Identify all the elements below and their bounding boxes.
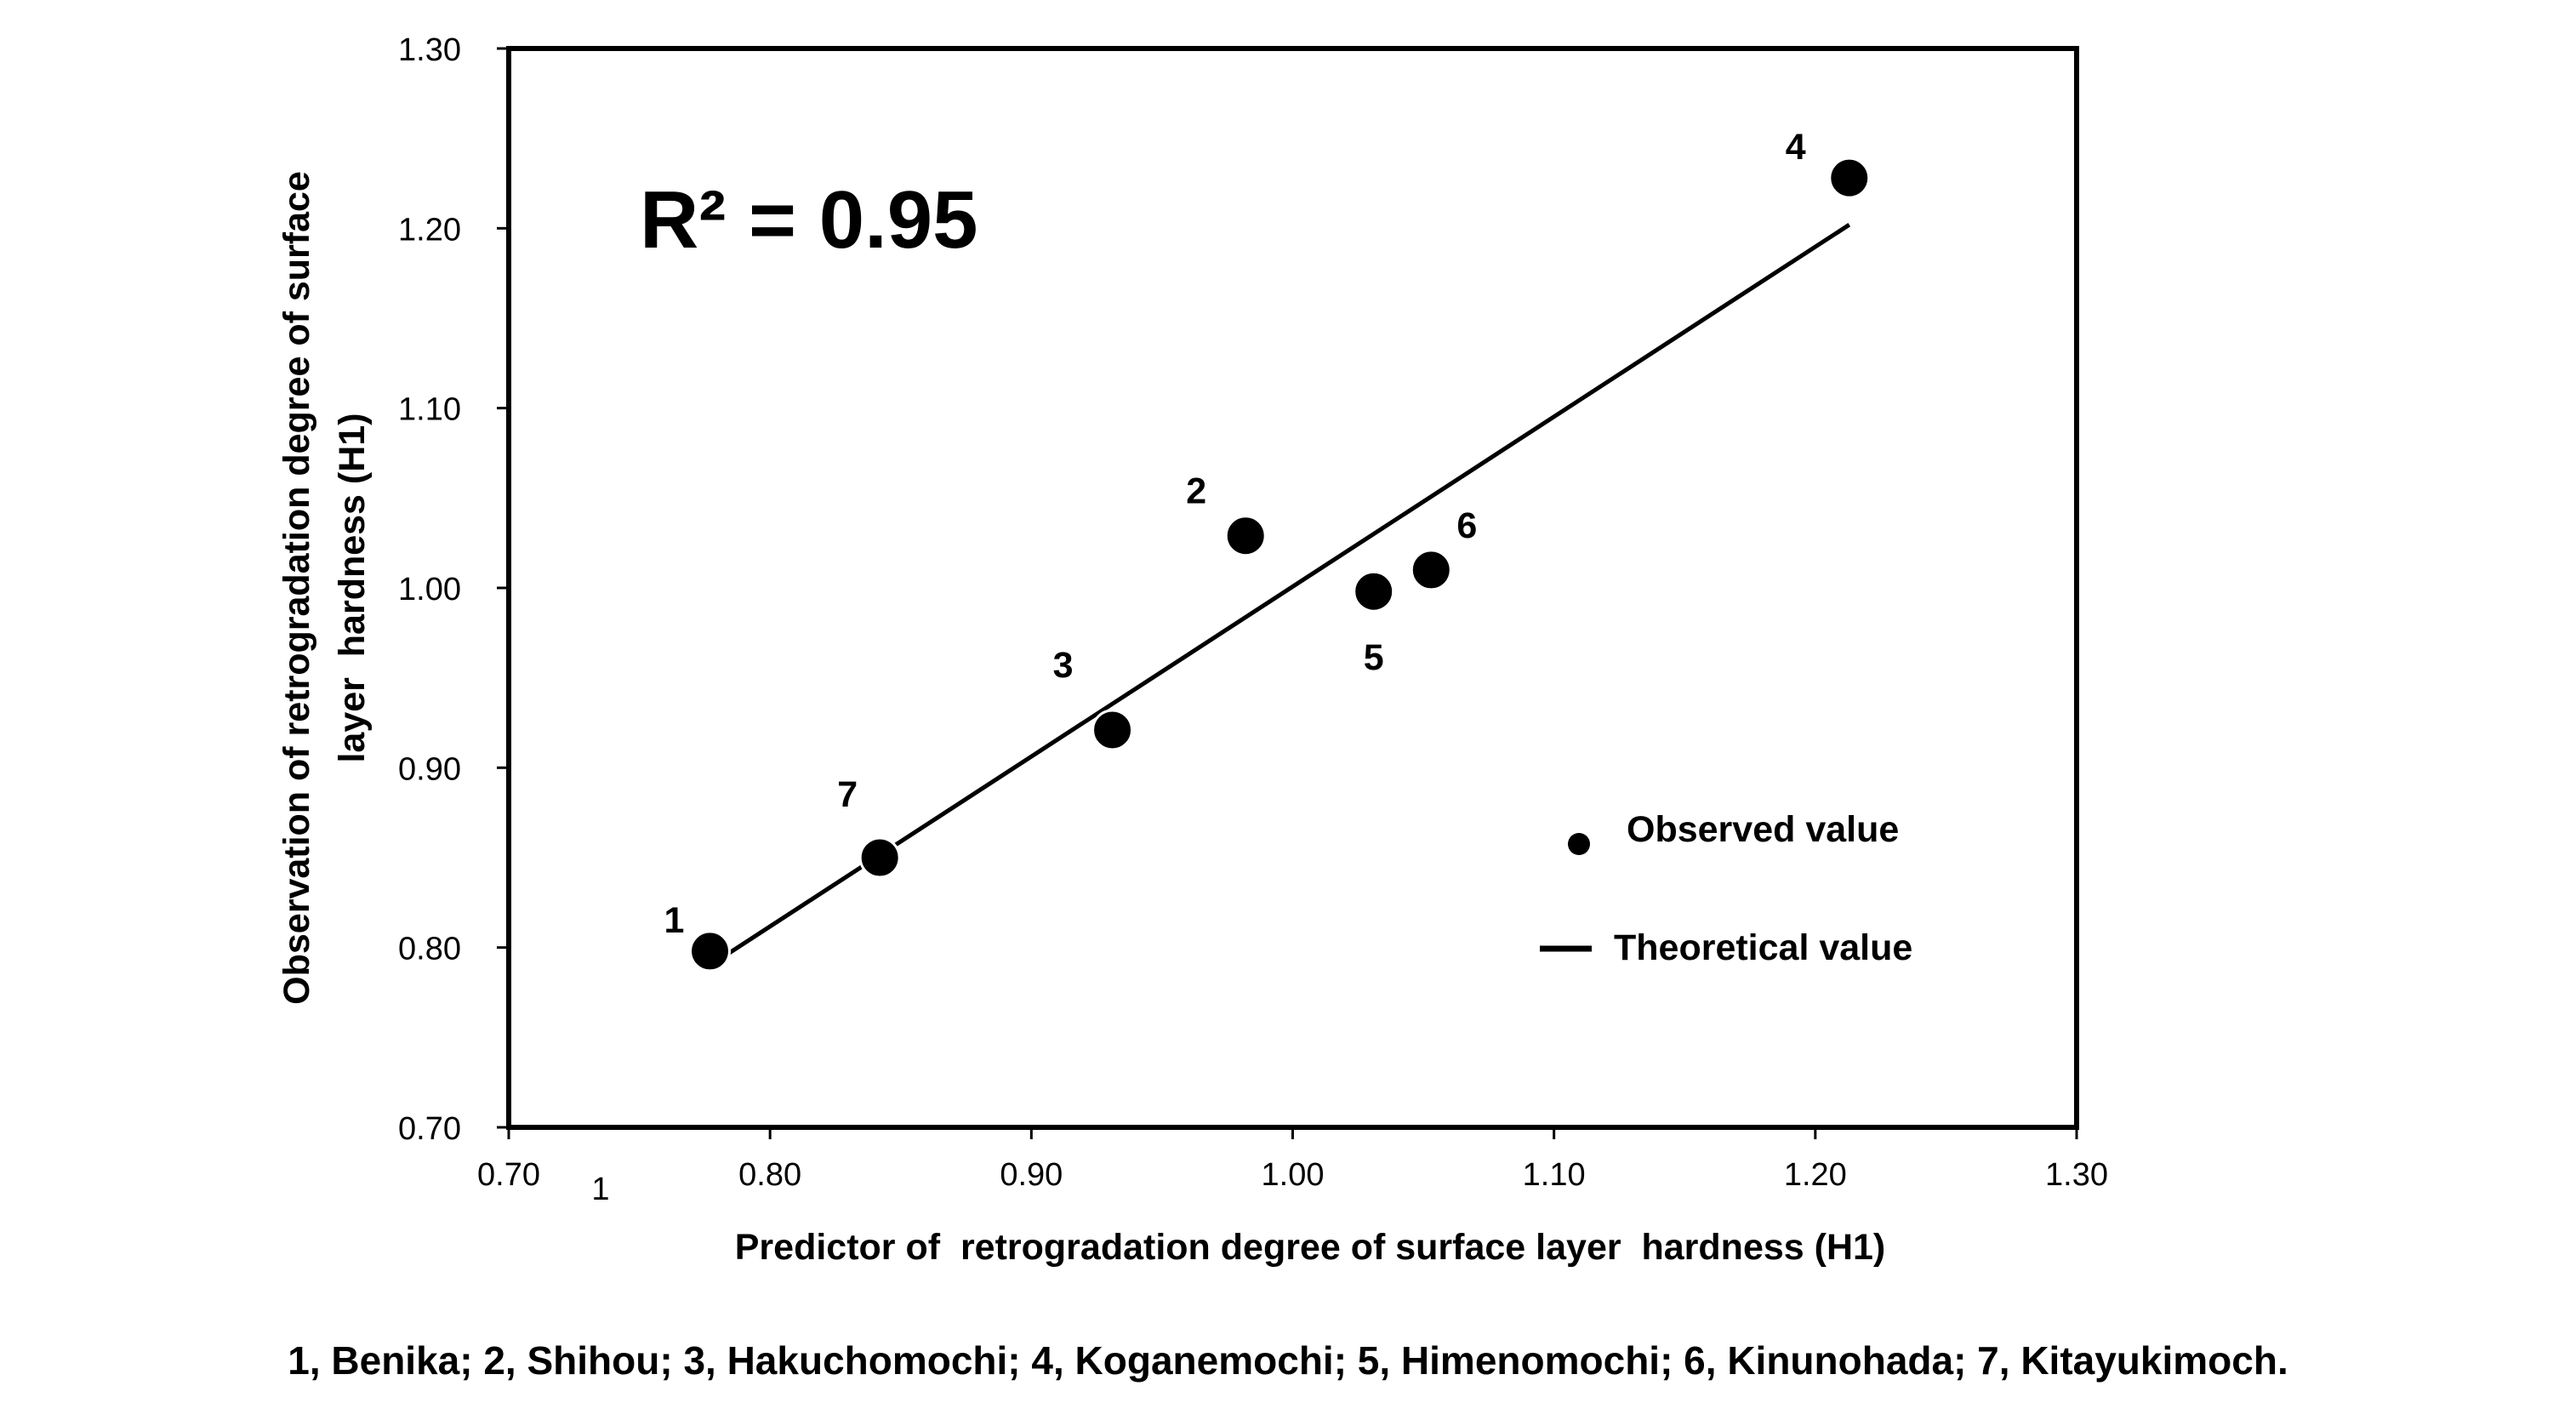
y-tick-label: 0.70 (398, 1111, 461, 1147)
theoretical-value-line (709, 223, 1851, 967)
x-axis-title: Predictor of retrogradation degree of su… (735, 1227, 1885, 1268)
legend-label-observed: Observed value (1627, 809, 1899, 850)
x-tick-label: 1.30 (2045, 1157, 2108, 1193)
theoretical-line-series (709, 223, 1851, 967)
x-tick-label: 0.70 (477, 1157, 540, 1193)
y-tick-label: 1.20 (398, 212, 461, 248)
point-label-4: 4 (1786, 127, 1806, 168)
observed-points-series: 1 2 3 4 5 6 7 (664, 127, 1871, 972)
y-tick-label: 1.30 (398, 32, 461, 68)
point-label-5: 5 (1364, 637, 1384, 678)
observed-point-7 (858, 836, 901, 879)
point-label-6: 6 (1456, 505, 1477, 546)
x-axis-ticks: 0.70 0.80 0.90 1.00 1.10 1.20 1.30 (477, 1127, 2108, 1193)
x-tick-label: 1.00 (1262, 1157, 1325, 1193)
observed-point-2 (1224, 515, 1267, 557)
y-tick-label: 1.10 (398, 392, 461, 428)
observed-point-5 (1353, 570, 1395, 613)
legend: Observed value Theoretical value (1540, 809, 1912, 968)
x-tick-label: 0.90 (1000, 1157, 1063, 1193)
point-label-3: 3 (1053, 645, 1074, 686)
r-squared-annotation: R² = 0.95 (640, 174, 978, 265)
stray-label: 1 (591, 1172, 609, 1207)
y-axis-title-line1: Observation of retrogradation degree of … (276, 171, 317, 1005)
point-label-2: 2 (1186, 471, 1206, 512)
caption: 1, Benika; 2, Shihou; 3, Hakuchomochi; 4… (288, 1338, 2288, 1383)
point-label-7: 7 (837, 774, 858, 815)
y-tick-label: 0.90 (398, 751, 461, 787)
observed-point-1 (689, 930, 732, 972)
y-tick-label: 0.80 (398, 932, 461, 967)
x-tick-label: 0.80 (738, 1157, 801, 1193)
y-axis-title-line2: layer hardness (H1) (332, 413, 373, 762)
legend-label-theoretical: Theoretical value (1614, 927, 1912, 968)
point-label-1: 1 (664, 900, 685, 941)
observed-point-4 (1828, 157, 1871, 199)
observed-point-6 (1410, 549, 1452, 591)
y-axis-ticks: 0.70 0.80 0.90 1.00 1.10 1.20 1.30 (398, 32, 509, 1147)
x-tick-label: 1.10 (1523, 1157, 1586, 1193)
y-tick-label: 1.00 (398, 572, 461, 607)
x-tick-label: 1.20 (1784, 1157, 1847, 1193)
observed-point-3 (1091, 709, 1134, 751)
legend-marker-observed (1568, 833, 1590, 855)
